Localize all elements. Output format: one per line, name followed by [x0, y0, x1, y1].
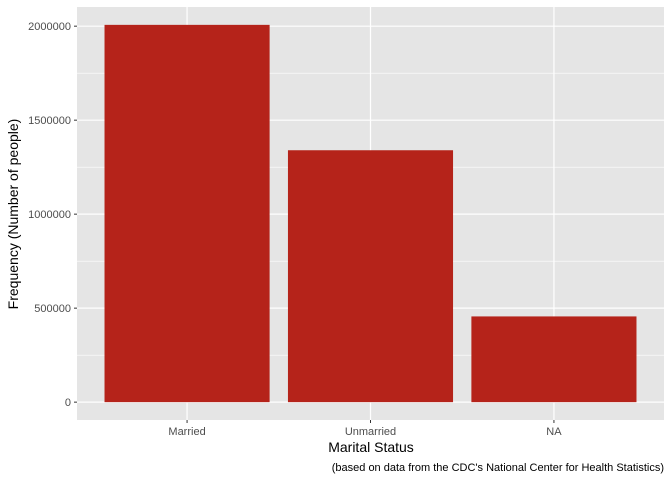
bar-unmarried — [287, 150, 454, 403]
y-tick-label: 0 — [65, 397, 71, 409]
x-axis: Married Unmarried NA — [168, 420, 562, 438]
chart-caption: (based on data from the CDC's National C… — [332, 462, 664, 474]
x-tick-label: Unmarried — [345, 426, 396, 438]
y-tick-label: 1500000 — [28, 115, 71, 127]
bar-married — [104, 24, 270, 403]
bars — [104, 24, 637, 403]
y-tick-label: 500000 — [34, 303, 71, 315]
y-tick-label: 2000000 — [28, 21, 71, 33]
x-tick-label: Married — [168, 426, 205, 438]
y-axis-title: Frequency (Number of people) — [5, 119, 21, 310]
y-axis: 0 500000 1000000 1500000 2000000 — [28, 21, 77, 409]
bar-na — [471, 316, 637, 403]
x-axis-title: Marital Status — [328, 439, 414, 455]
x-tick-label: NA — [546, 426, 562, 438]
y-tick-label: 1000000 — [28, 209, 71, 221]
